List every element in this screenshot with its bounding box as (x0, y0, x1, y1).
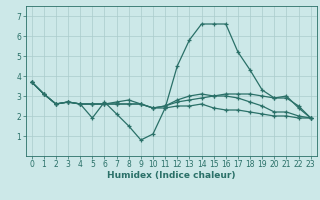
X-axis label: Humidex (Indice chaleur): Humidex (Indice chaleur) (107, 171, 236, 180)
